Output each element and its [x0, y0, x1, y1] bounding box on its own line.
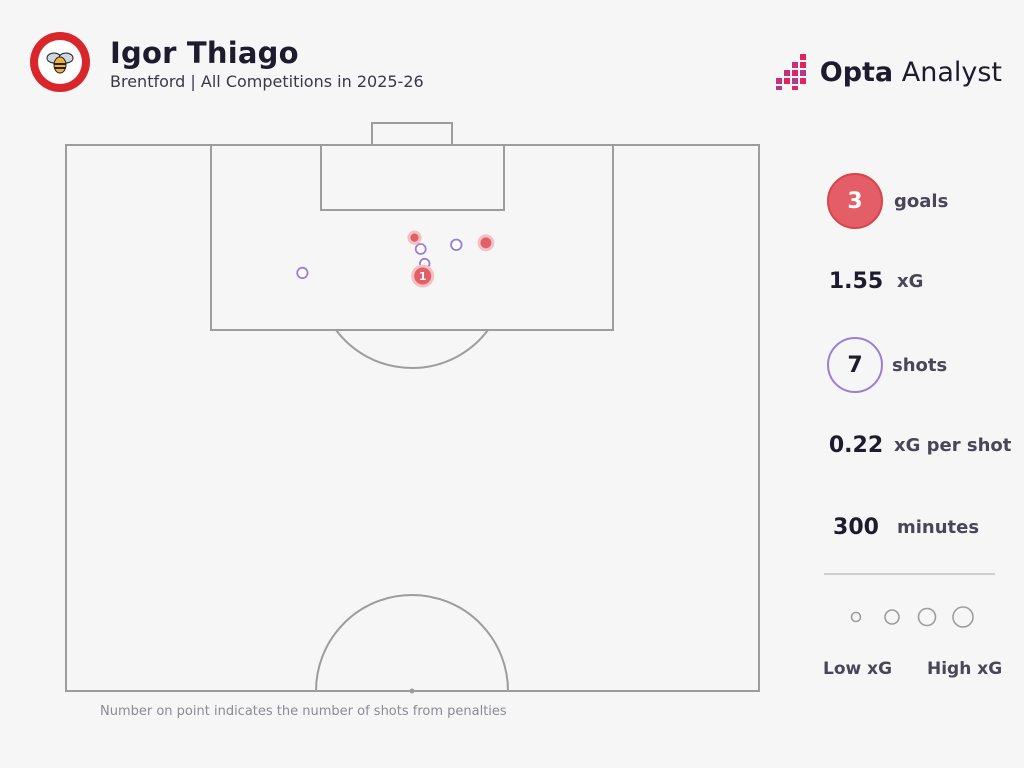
opta-analyst-logo: Opta Analyst	[772, 52, 1002, 92]
goals-label: goals	[894, 190, 949, 212]
goal	[371, 122, 453, 146]
xg-per-shot-label: xG per shot	[894, 435, 1012, 456]
legend-high-xg: High xG	[927, 659, 1003, 679]
shots-bubble: 7	[827, 337, 883, 393]
minutes-label: minutes	[897, 517, 980, 538]
legend-circle-l	[952, 606, 974, 628]
centre-spot	[409, 688, 415, 694]
xg-size-legend	[850, 606, 974, 628]
footnote: Number on point indicates the number of …	[100, 704, 507, 719]
shot-point	[296, 266, 309, 279]
legend-low-xg: Low xG	[823, 659, 893, 679]
shot-point	[450, 238, 463, 252]
goals-value: 3	[847, 188, 863, 214]
penalty-count-label: 1	[419, 270, 427, 283]
shot-point	[414, 243, 427, 255]
centre-circle	[315, 594, 509, 692]
penalty-arc	[335, 329, 489, 369]
bee-icon	[38, 40, 82, 84]
stats-divider	[824, 573, 995, 575]
legend-circle-xs	[850, 611, 862, 623]
xg-per-shot-value: 0.22	[828, 433, 884, 458]
goals-bubble: 3	[827, 173, 883, 229]
xg-value: 1.55	[828, 269, 884, 294]
stat-shots: 7 shots	[827, 337, 947, 393]
goal-shot-point	[407, 230, 422, 245]
minutes-value: 300	[833, 515, 879, 540]
club-crest	[30, 32, 90, 92]
stat-goals: 3 goals	[827, 173, 948, 229]
legend-circle-s	[884, 609, 900, 625]
page-subtitle: Brentford | All Competitions in 2025-26	[110, 72, 424, 91]
goal-shot-point	[411, 264, 435, 288]
shots-label: shots	[892, 354, 948, 376]
goal-area	[320, 144, 505, 211]
shots-layer: 1	[296, 230, 495, 288]
brand-name: Opta Analyst	[819, 56, 1002, 88]
shots-value: 7	[847, 352, 863, 378]
page-title: Igor Thiago	[110, 36, 299, 70]
goal-shot-point	[477, 234, 495, 252]
half-pitch-outline	[65, 144, 760, 692]
opta-mark-icon	[775, 54, 806, 90]
stat-xg: 1.55 xG	[827, 269, 924, 294]
xg-label: xG	[897, 271, 924, 292]
legend-circle-m	[917, 607, 937, 627]
stat-minutes: 300 minutes	[827, 515, 979, 540]
stat-xg-per-shot: 0.22 xG per shot	[827, 433, 1012, 458]
